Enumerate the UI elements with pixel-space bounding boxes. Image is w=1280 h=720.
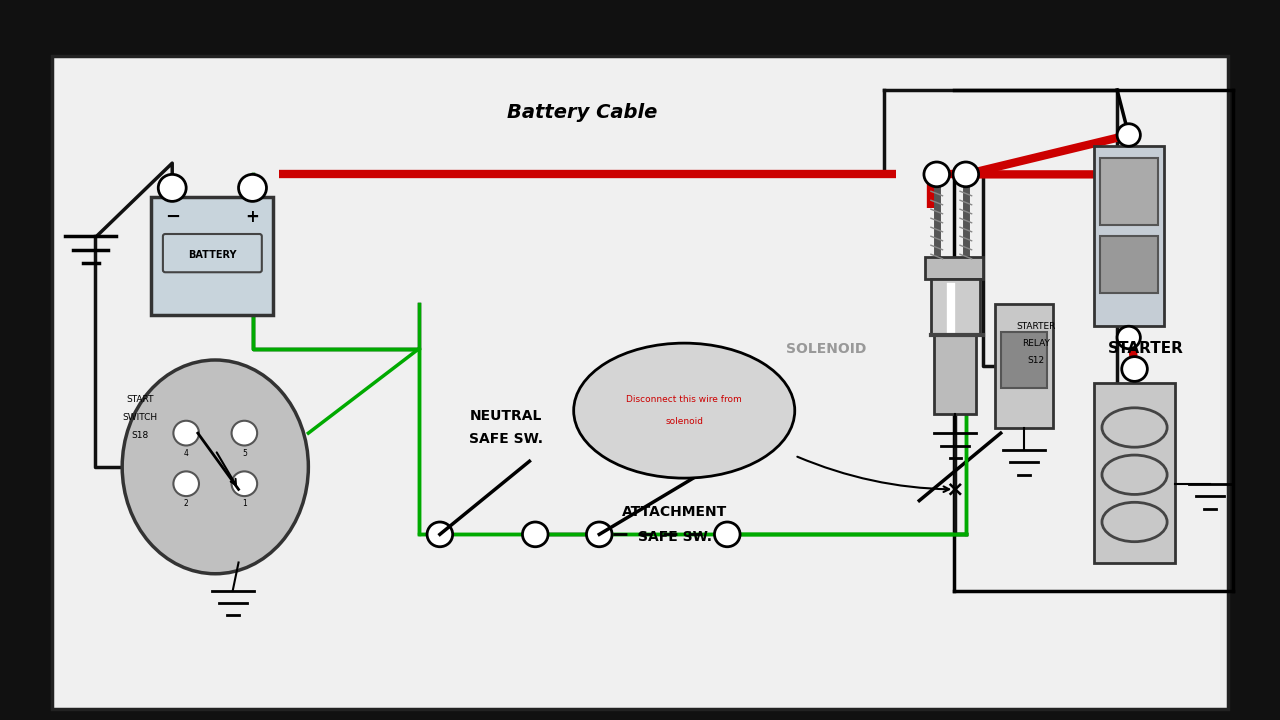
FancyBboxPatch shape [934, 336, 977, 414]
Text: S18: S18 [131, 431, 148, 440]
FancyBboxPatch shape [931, 279, 979, 336]
Circle shape [924, 162, 950, 186]
Text: Disconnect this wire from: Disconnect this wire from [626, 395, 742, 404]
Circle shape [159, 174, 186, 202]
FancyBboxPatch shape [995, 304, 1053, 428]
Text: STARTER: STARTER [1108, 341, 1184, 356]
Text: solenoid: solenoid [666, 418, 703, 426]
Ellipse shape [122, 360, 308, 574]
Text: 1: 1 [242, 500, 247, 508]
Text: STARTER: STARTER [1016, 322, 1055, 330]
Circle shape [173, 420, 198, 446]
FancyBboxPatch shape [1094, 146, 1164, 326]
Text: SOLENOID: SOLENOID [786, 342, 867, 356]
Circle shape [1117, 326, 1140, 348]
Circle shape [522, 522, 548, 546]
Text: +: + [246, 208, 260, 226]
Circle shape [1121, 356, 1147, 382]
Text: 2: 2 [184, 500, 188, 508]
FancyBboxPatch shape [1001, 332, 1047, 388]
Circle shape [232, 420, 257, 446]
FancyBboxPatch shape [151, 197, 274, 315]
Text: 4: 4 [184, 449, 188, 458]
Circle shape [238, 174, 266, 202]
Text: SWITCH: SWITCH [122, 413, 157, 422]
FancyBboxPatch shape [163, 234, 262, 272]
Text: S12: S12 [1027, 356, 1044, 364]
FancyBboxPatch shape [1100, 236, 1158, 292]
Ellipse shape [573, 343, 795, 478]
Text: 5: 5 [242, 449, 247, 458]
Text: ATTACHMENT: ATTACHMENT [622, 505, 727, 519]
Circle shape [232, 472, 257, 496]
FancyBboxPatch shape [925, 256, 983, 279]
FancyBboxPatch shape [52, 56, 1228, 708]
Text: ×: × [945, 480, 964, 500]
Circle shape [173, 472, 198, 496]
Circle shape [954, 162, 979, 186]
FancyBboxPatch shape [1100, 158, 1158, 225]
Circle shape [586, 522, 612, 546]
Text: SAFE SW.: SAFE SW. [637, 530, 712, 544]
Circle shape [1117, 124, 1140, 146]
FancyBboxPatch shape [1094, 382, 1175, 562]
Text: SAFE SW.: SAFE SW. [470, 432, 543, 446]
Text: START: START [125, 395, 154, 404]
Circle shape [428, 522, 453, 546]
Text: −: − [165, 208, 179, 226]
Text: Battery Cable: Battery Cable [507, 103, 657, 122]
Text: NEUTRAL: NEUTRAL [470, 409, 543, 423]
Circle shape [714, 522, 740, 546]
Text: BATTERY: BATTERY [188, 251, 237, 261]
Text: RELAY: RELAY [1021, 338, 1050, 348]
